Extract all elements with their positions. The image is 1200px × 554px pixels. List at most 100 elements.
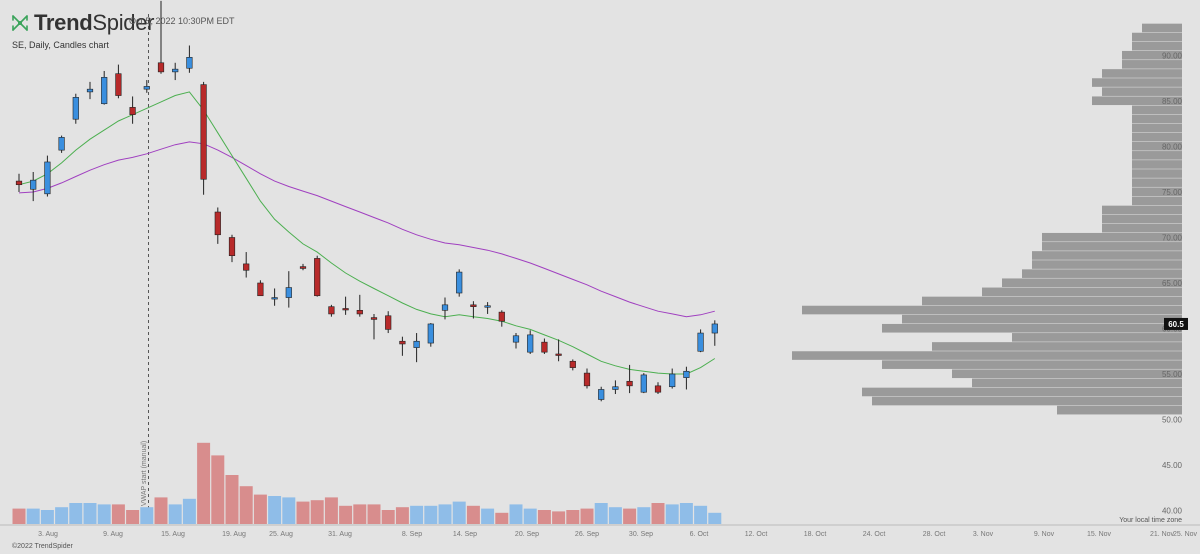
candle [385,311,392,334]
candle [583,368,591,389]
volume-profile-bar [982,287,1182,297]
candle [527,330,534,354]
volume-profile-bar [1132,32,1182,42]
volume-profile-bar [792,351,1182,360]
candle [711,320,718,346]
x-tick-label: 9. Aug [103,531,123,538]
volume-bar [495,512,509,524]
candle [441,297,449,320]
candle [456,269,463,297]
candle-body [683,370,690,378]
volume-profile-bar [952,369,1182,379]
x-tick-label: 30. Sep [629,531,653,538]
volume-bar [367,504,381,524]
volume-bar [381,510,395,524]
volume-profile-bar [1132,196,1182,206]
volume-bar [665,504,679,524]
volume-bar [679,503,693,524]
candle [157,0,165,74]
x-tick-label: 25. Aug [269,531,293,538]
volume-bar [253,494,267,524]
x-tick-label: 21. Nov [1150,531,1175,538]
candle-body [30,179,37,190]
candle-body [58,137,65,151]
candle [314,255,321,297]
candle [498,310,505,327]
volume-bar [168,504,182,524]
volume-bar [126,510,140,524]
volume-bar [12,508,26,524]
y-tick-label: 80.00 [1162,143,1183,152]
ema-slow-line [18,141,715,318]
volume-profile-bar [902,314,1182,324]
volume-bar [594,503,608,524]
candle [30,171,37,202]
candle-body [569,360,576,368]
candle [555,339,562,362]
candle-body [44,161,51,195]
candle [669,368,676,389]
x-tick-label: 15. Nov [1087,531,1112,538]
volume-profile-bar [1092,78,1182,87]
volume-profile-bar [1132,178,1182,187]
candle [399,336,406,356]
candle [626,364,633,394]
volume-bar [182,498,196,524]
x-tick-label: 14. Sep [453,531,477,538]
candle [328,304,335,317]
volume-bar [694,505,708,524]
candle-body [385,315,392,330]
candle-body [101,77,108,105]
trendspider-logo-icon [12,15,28,31]
y-tick-label: 85.00 [1162,97,1183,106]
volume-profile-bar [1132,123,1182,133]
brand-logo[interactable]: TrendSpider [10,10,155,36]
y-tick-label: 40.00 [1162,507,1183,516]
volume-bar [225,475,239,524]
candle-body [186,57,193,69]
candle [200,81,207,195]
candle-body [697,332,704,352]
candle [598,386,605,402]
x-tick-label: 24. Oct [863,531,886,538]
candle-body [214,211,221,236]
candle [512,333,520,349]
candle [654,382,662,395]
candle-body [370,317,378,320]
volume-profile-bar [1092,96,1182,106]
candle-body [115,73,122,96]
candle [285,271,292,308]
candle-body [342,308,349,311]
candle-body [541,341,548,353]
volume-bar [353,504,367,524]
candle-body [498,311,505,322]
candle-body [527,334,534,353]
candle [342,296,349,315]
candle-body [328,306,335,315]
volume-bar [154,497,168,524]
candle [356,294,363,317]
candle-body [711,323,718,334]
volume-bar [83,503,97,524]
candle-body [228,237,236,257]
volume-profile-bar [882,323,1182,333]
x-tick-label: 12. Oct [745,531,768,538]
volume-bar [424,505,438,524]
x-tick-label: 25. Nov [1173,531,1198,538]
volume-bar [481,508,495,524]
volume-profile-bar [862,387,1182,397]
candle-body [583,372,591,387]
chart-description: SE, Daily, Candles chart [12,40,109,50]
candle [172,62,179,81]
candle [186,45,193,73]
volume-profile-bar [1132,141,1182,151]
candle-body [456,271,463,294]
x-tick-label: 15. Aug [161,531,185,538]
candle [243,252,250,278]
candle [683,366,690,390]
volume-bar [211,455,225,524]
candle-body [598,389,605,400]
volume-profile-bar [1102,87,1182,96]
header: TrendSpider Oct 5, 2022 10:30PM EDT SE, … [0,0,1200,60]
